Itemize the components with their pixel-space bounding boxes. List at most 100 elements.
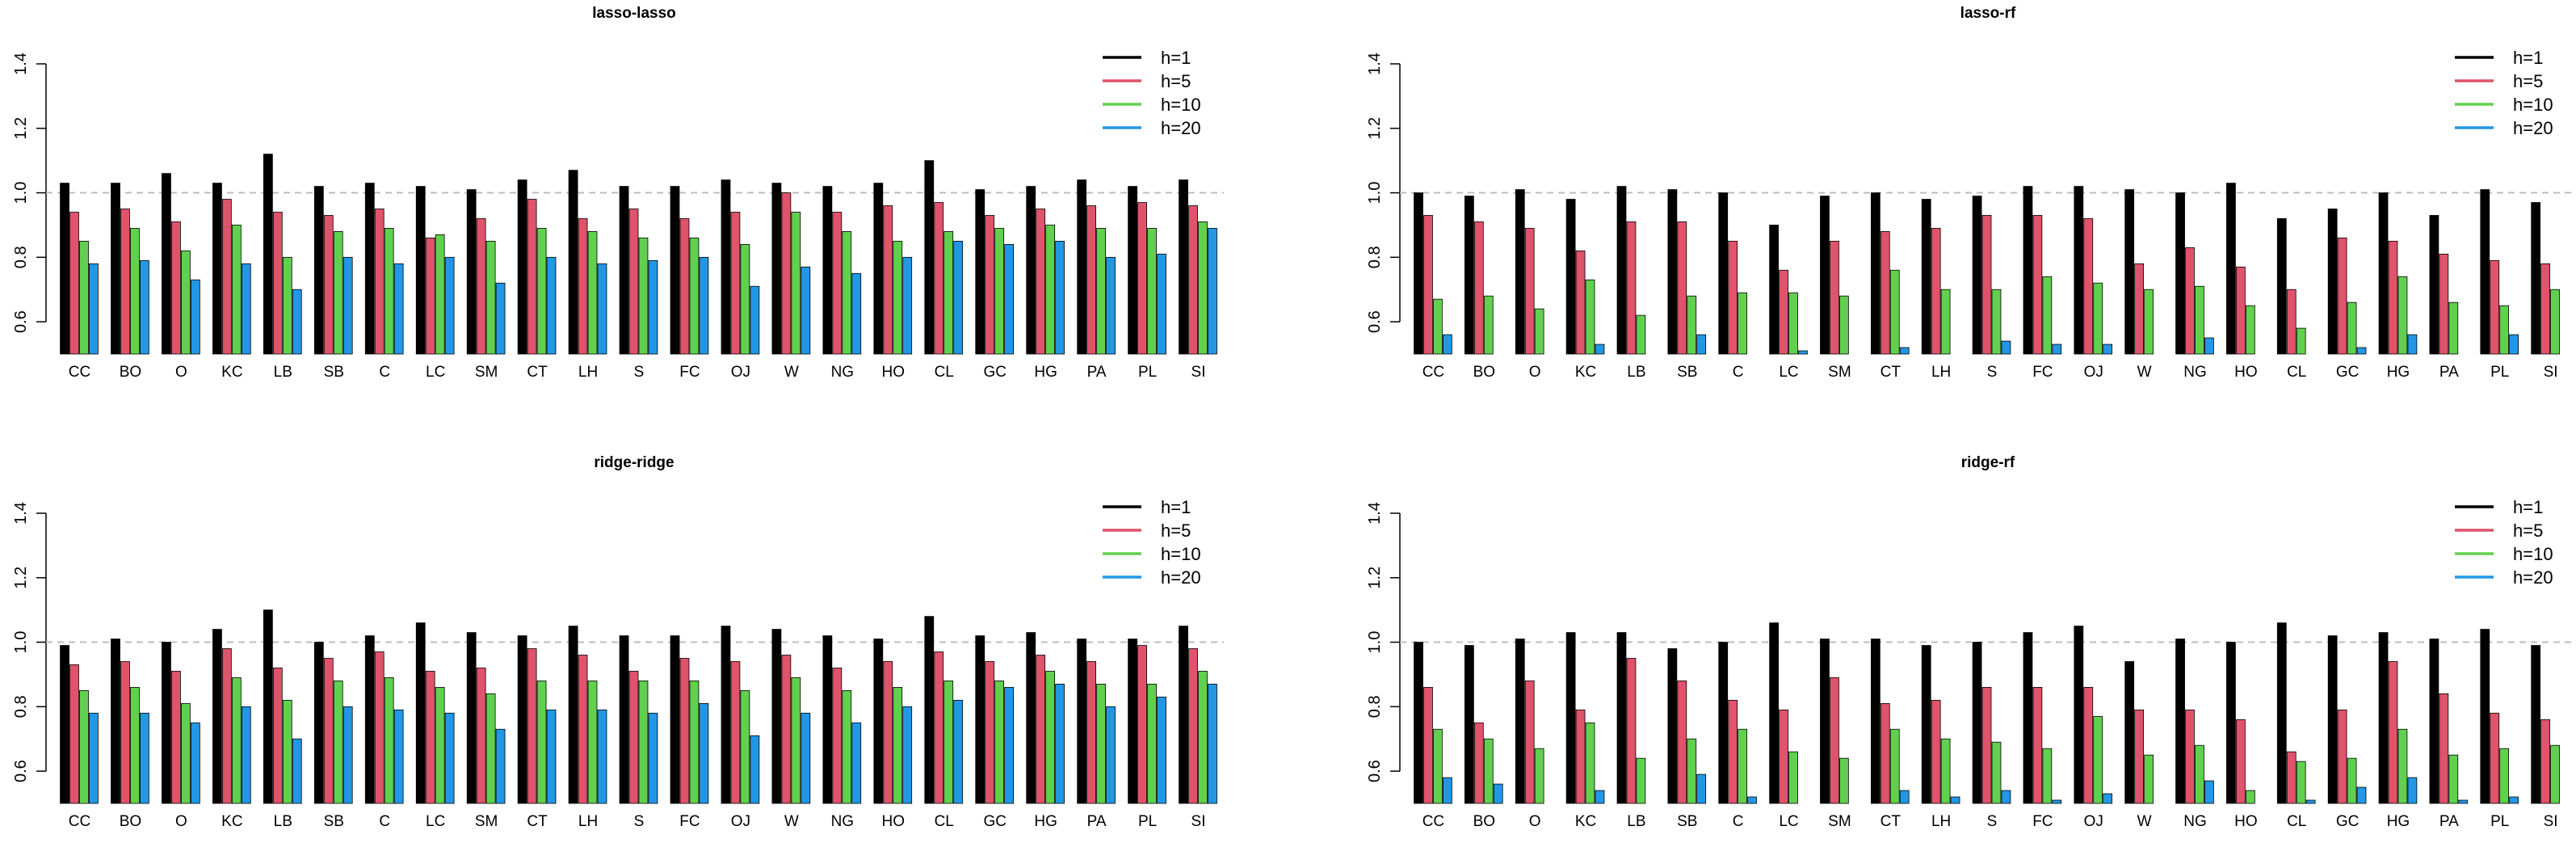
- bar-SI-h10: [1198, 671, 1208, 804]
- bar-KC-h10: [231, 225, 242, 355]
- x-tick-label: PA: [1087, 813, 1107, 830]
- y-tick-label: 0.8: [1366, 695, 1384, 718]
- bar-W-h1: [2124, 661, 2135, 804]
- bar-BO-h5: [120, 209, 130, 355]
- bar-CC-h20: [1442, 334, 1452, 355]
- x-tick-label: PL: [2490, 364, 2509, 381]
- bar-HG-h5: [1036, 655, 1046, 804]
- bar-CT-h5: [1880, 702, 1890, 804]
- bar-FC-h5: [2032, 687, 2043, 804]
- bar-S-h20: [648, 259, 658, 355]
- bar-LB-h10: [1636, 314, 1646, 355]
- x-tick-label: C: [379, 813, 390, 830]
- bar-PA-h10: [2448, 301, 2459, 355]
- bar-SB-h20: [1696, 334, 1707, 355]
- bar-NG-h10: [2195, 744, 2204, 804]
- bar-SI-h10: [2550, 744, 2560, 804]
- y-tick-label: 1.0: [12, 182, 30, 204]
- bar-C-h1: [364, 635, 375, 804]
- bar-NG-h1: [2175, 192, 2185, 355]
- y-tick-label: 0.6: [1366, 310, 1384, 333]
- bar-SB-h10: [1687, 295, 1697, 355]
- x-tick-label: S: [634, 813, 645, 830]
- bar-HO-h1: [873, 183, 884, 355]
- bar-SB-h10: [333, 231, 343, 355]
- bar-PL-h10: [2499, 305, 2510, 355]
- bar-FC-h5: [679, 218, 690, 355]
- x-tick-label: HO: [882, 364, 906, 381]
- bar-KC-h10: [1585, 279, 1595, 355]
- x-tick-label: GC: [983, 364, 1006, 381]
- bar-LC-h1: [1769, 622, 1779, 804]
- bar-SI-h1: [1179, 626, 1188, 804]
- legend-label: h=20: [1161, 118, 1201, 138]
- x-tick-label: BO: [120, 813, 141, 830]
- x-tick-label: NG: [2183, 364, 2207, 381]
- bar-CC-h1: [1414, 642, 1423, 804]
- x-tick-label: W: [2137, 364, 2152, 381]
- bar-OJ-h1: [721, 179, 731, 355]
- bar-CT-h10: [536, 228, 547, 355]
- bar-LB-h1: [1616, 632, 1627, 804]
- bar-SI-h5: [1188, 648, 1198, 804]
- bar-GC-h5: [985, 215, 995, 355]
- legend-label: h=5: [2513, 521, 2543, 541]
- bar-SM-h10: [1838, 757, 1849, 804]
- bar-SI-h5: [2540, 719, 2550, 804]
- bar-LB-h20: [292, 289, 302, 355]
- bar-HG-h1: [1026, 186, 1036, 355]
- bar-LB-h5: [1626, 658, 1637, 804]
- bar-S-h20: [648, 712, 658, 804]
- bar-PA-h1: [2429, 215, 2439, 355]
- bar-CT-h20: [1899, 347, 1910, 355]
- bar-CL-h20: [953, 699, 964, 804]
- bar-LB-h5: [1626, 221, 1637, 355]
- y-tick-label: 1.4: [1366, 502, 1384, 525]
- bar-HO-h5: [2236, 719, 2246, 804]
- x-tick-label: FC: [679, 364, 700, 381]
- bar-KC-h5: [1575, 250, 1586, 355]
- x-tick-label: LC: [426, 364, 445, 381]
- y-tick-label: 1.0: [1366, 182, 1384, 204]
- x-tick-label: PA: [2439, 813, 2459, 830]
- bar-NG-h1: [822, 635, 833, 804]
- y-tick-label: 1.0: [1366, 631, 1384, 654]
- legend-label: h=10: [1161, 95, 1201, 115]
- bar-LC-h10: [1788, 292, 1798, 355]
- bar-NG-h20: [851, 722, 862, 804]
- x-tick-label: LC: [1779, 813, 1798, 830]
- y-tick-label: 1.2: [12, 117, 30, 140]
- bar-HG-h20: [2407, 777, 2418, 804]
- x-tick-label: SB: [324, 813, 344, 830]
- bar-HG-h5: [2388, 661, 2398, 804]
- bar-KC-h10: [231, 677, 242, 804]
- bar-GC-h10: [994, 228, 1005, 355]
- bar-FC-h1: [670, 186, 680, 355]
- x-tick-label: LH: [578, 364, 598, 381]
- bar-S-h10: [638, 237, 649, 355]
- y-tick-label: 0.6: [12, 310, 30, 333]
- x-tick-label: NG: [831, 813, 855, 830]
- bar-CL-h20: [2305, 799, 2316, 804]
- bar-LB-h1: [263, 154, 273, 355]
- bar-LB-h10: [282, 256, 292, 355]
- bar-PL-h20: [2509, 796, 2519, 804]
- y-tick-label: 1.2: [1366, 567, 1384, 589]
- bar-LB-h5: [272, 212, 283, 355]
- bar-CL-h1: [2276, 622, 2287, 804]
- bar-S-h5: [628, 209, 639, 355]
- bar-OJ-h1: [721, 626, 731, 804]
- bar-W-h1: [771, 629, 782, 804]
- bar-LC-h20: [444, 256, 455, 355]
- bar-OJ-h20: [2103, 793, 2113, 804]
- y-tick-label: 1.2: [12, 567, 30, 589]
- bar-SM-h1: [1820, 639, 1830, 804]
- x-tick-label: O: [1529, 364, 1541, 381]
- bar-PA-h10: [1096, 684, 1106, 804]
- bar-NG-h5: [832, 212, 843, 355]
- bar-CL-h1: [924, 160, 935, 355]
- bar-PA-h10: [1096, 228, 1106, 355]
- bar-NG-h1: [822, 186, 833, 355]
- bar-FC-h20: [699, 256, 709, 355]
